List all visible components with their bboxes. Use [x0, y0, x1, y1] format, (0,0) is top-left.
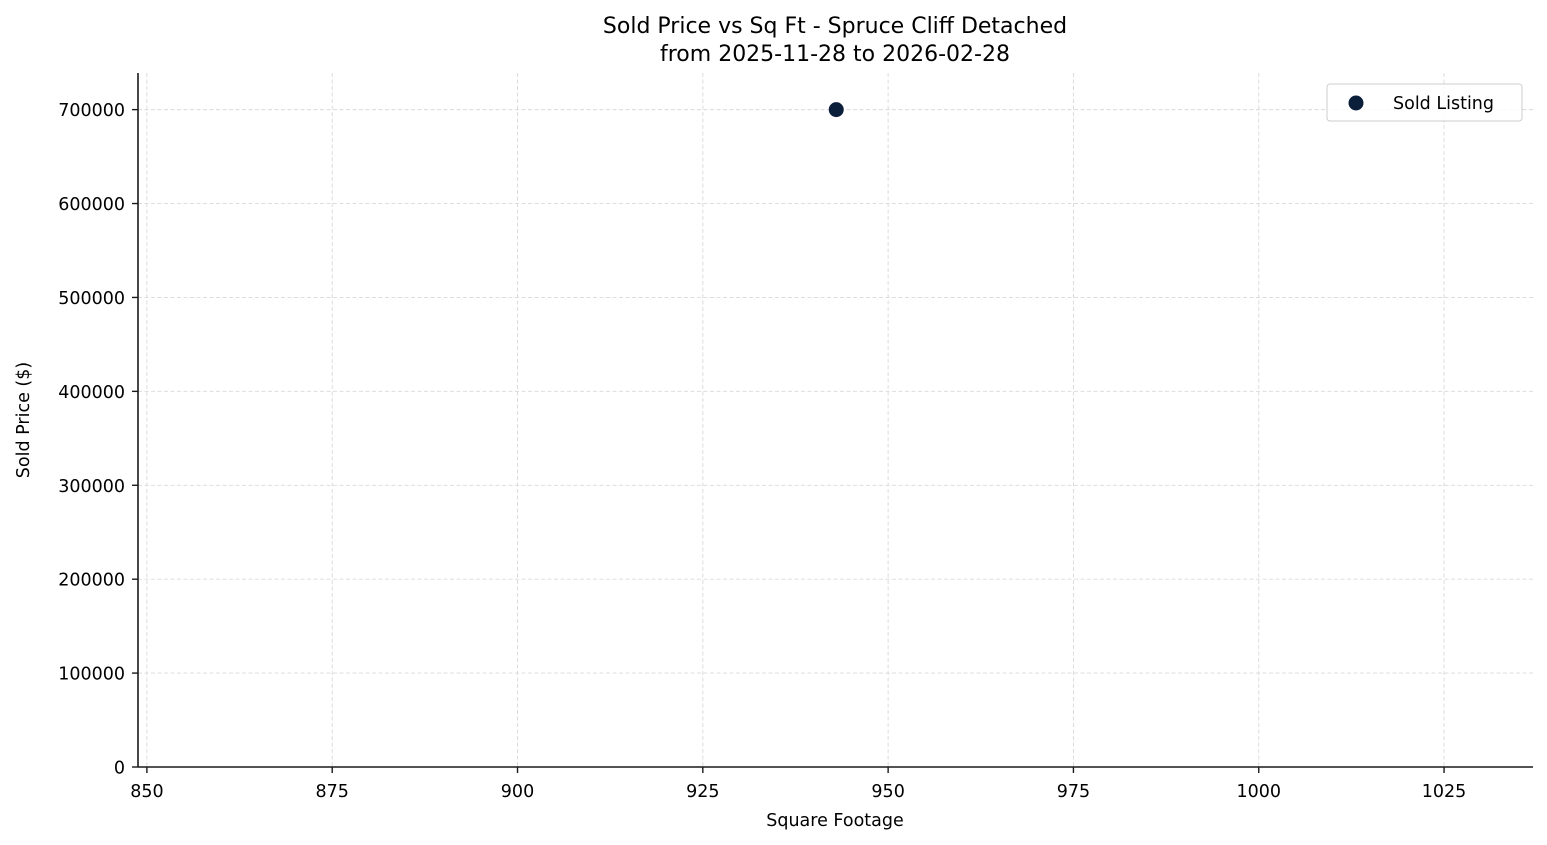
- x-tick-label: 875: [315, 782, 348, 802]
- x-axis-label: Square Footage: [766, 811, 904, 831]
- y-tick-label: 300000: [58, 477, 125, 497]
- y-tick-label: 400000: [58, 383, 125, 403]
- x-tick-label: 1000: [1236, 782, 1281, 802]
- data-point: [828, 102, 844, 118]
- x-tick-label: 925: [686, 782, 719, 802]
- y-tick-label: 0: [114, 759, 125, 779]
- y-tick-label: 100000: [58, 665, 125, 685]
- x-axis-ticks: 850 875 900 925 950 975 1000 1025: [130, 767, 1466, 802]
- y-tick-label: 700000: [58, 101, 125, 121]
- legend-marker-icon: [1348, 95, 1364, 111]
- data-points: [828, 102, 844, 118]
- legend-box: [1326, 83, 1523, 122]
- x-tick-label: 1025: [1422, 782, 1467, 802]
- x-tick-label: 950: [871, 782, 904, 802]
- chart-subtitle: from 2025-11-28 to 2026-02-28: [660, 42, 1010, 67]
- legend: Sold Listing: [1326, 83, 1523, 122]
- y-axis-label: Sold Price ($): [14, 362, 34, 478]
- x-tick-label: 975: [1057, 782, 1090, 802]
- y-axis-ticks: 0 100000 200000 300000 400000 500000 600000 700…: [58, 101, 138, 779]
- y-tick-label: 500000: [58, 289, 125, 309]
- y-tick-label: 600000: [58, 195, 125, 215]
- legend-label-sold-listing: Sold Listing: [1393, 94, 1494, 114]
- y-tick-label: 200000: [58, 571, 125, 591]
- x-tick-label: 850: [130, 782, 163, 802]
- grid-lines: [138, 73, 1533, 768]
- x-tick-label: 900: [501, 782, 534, 802]
- chart-title: Sold Price vs Sq Ft - Spruce Cliff Detac…: [603, 14, 1067, 39]
